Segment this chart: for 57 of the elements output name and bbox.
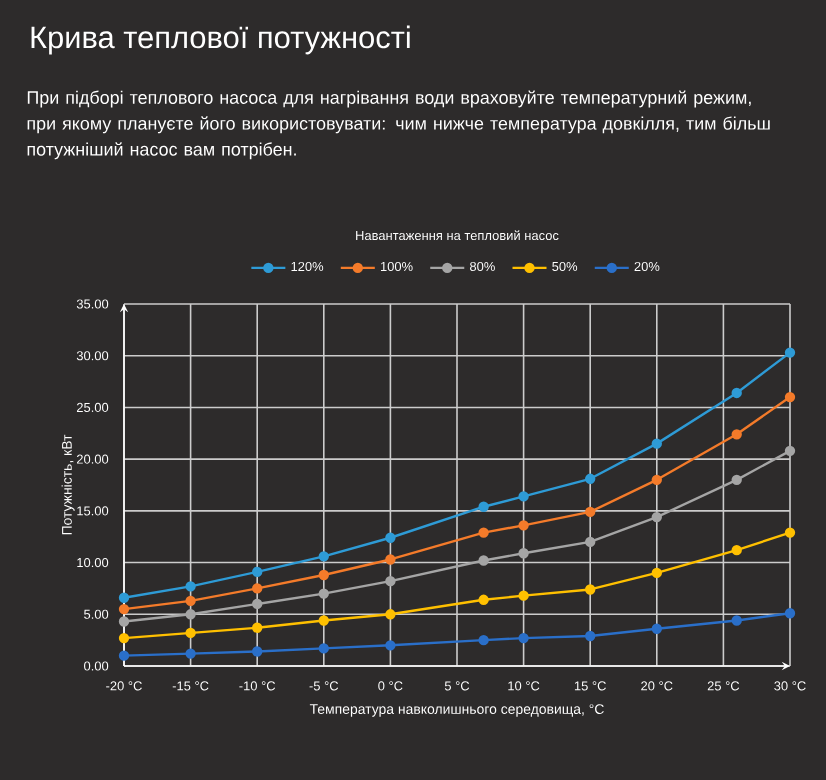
point [478, 555, 489, 566]
point [478, 527, 489, 538]
chart-subtitle: При підборі теплового насоса для нагрівання води враховуйте температурний режим, при якому плануєте його використовувати: чим нижче температура довкілля, тим більш потужніший насос вам потрібен. [27, 90, 770, 160]
point [478, 634, 489, 646]
point [385, 609, 396, 620]
point [478, 594, 489, 605]
point [252, 646, 263, 657]
point [651, 438, 662, 449]
point [585, 473, 596, 484]
point [318, 615, 329, 626]
point [252, 583, 263, 594]
point [731, 474, 742, 486]
point [585, 506, 596, 518]
point [118, 592, 130, 603]
point [385, 576, 396, 587]
point [385, 532, 396, 543]
point [318, 551, 329, 562]
point [478, 501, 489, 512]
point [185, 648, 196, 659]
point [118, 632, 130, 644]
point [252, 622, 263, 633]
point [518, 520, 529, 531]
point [731, 544, 742, 556]
point [385, 640, 396, 651]
point [784, 608, 796, 619]
point [385, 554, 396, 565]
point [185, 627, 196, 639]
point [118, 616, 130, 627]
point [318, 588, 329, 599]
point [784, 347, 796, 358]
point [585, 536, 596, 548]
point [731, 615, 742, 626]
point [318, 643, 329, 654]
point [118, 650, 130, 661]
point [784, 391, 796, 403]
point [318, 569, 329, 581]
chart-title: Крива теплової потужності [31, 25, 410, 55]
point [252, 598, 263, 610]
point [651, 474, 662, 486]
point [118, 603, 130, 615]
point [185, 595, 196, 607]
point [585, 630, 596, 642]
point [518, 590, 529, 601]
point [185, 609, 196, 620]
point [185, 581, 196, 592]
point [651, 623, 662, 634]
point [518, 632, 529, 644]
point [518, 491, 529, 502]
point [518, 548, 529, 559]
point [731, 387, 742, 399]
point [651, 567, 662, 579]
point [784, 445, 796, 457]
point [731, 429, 742, 440]
point [651, 511, 662, 523]
point [784, 527, 796, 538]
point [585, 584, 596, 595]
point [252, 566, 263, 578]
